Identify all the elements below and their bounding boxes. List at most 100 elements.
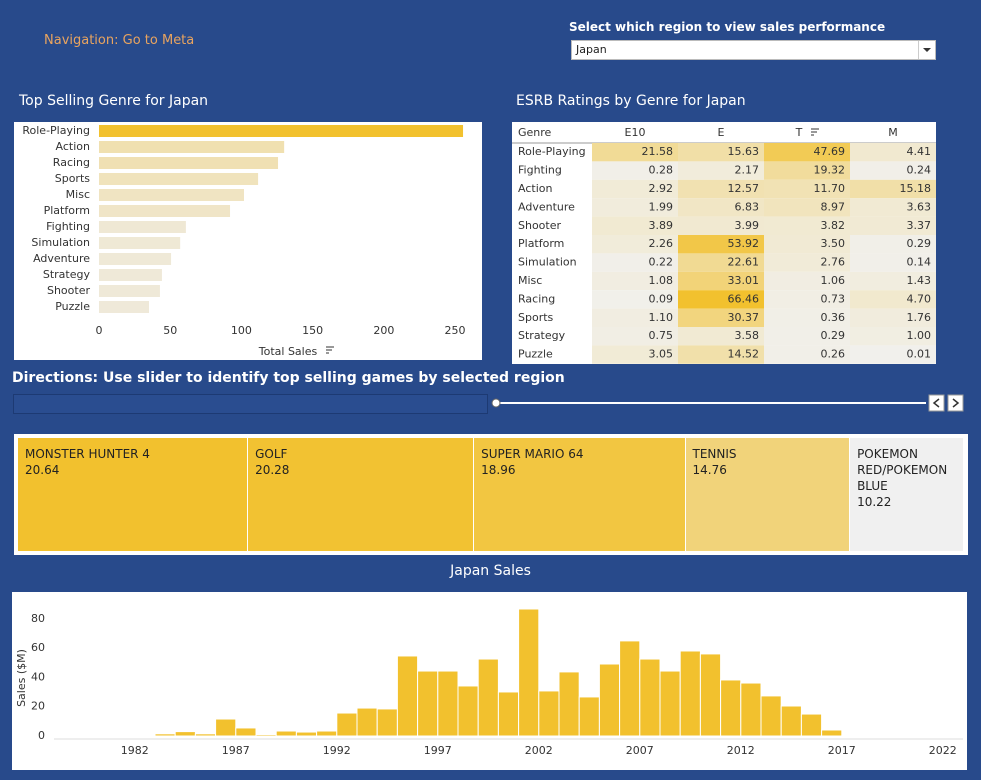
arrow-icon [923,48,931,52]
cell-label: 0.75 [649,329,674,342]
row-label: Racing [518,292,555,305]
heat-cell [850,198,936,217]
cell-label: 1.08 [649,274,674,287]
cell-label: 3.50 [821,237,846,250]
heat-cell [678,253,764,272]
treemap-cell: SUPER MARIO 64 18.96 [474,438,685,551]
treemap-cell: MONSTER HUNTER 4 20.64 [18,438,248,551]
row-label: Adventure [518,200,575,213]
cell-label: 0.24 [907,164,932,177]
y-tick-label: 0 [38,729,45,742]
cell-label: 3.58 [735,329,760,342]
y-tick-label: Sports [55,172,91,185]
cell-label: 0.28 [649,164,674,177]
bar [356,707,378,737]
bar [538,690,560,737]
bar [99,237,181,249]
bar [780,705,802,737]
y-tick-label: Shooter [47,284,90,297]
y-tick-label: Action [56,140,90,153]
bar [99,221,186,233]
prev-button[interactable] [928,394,945,412]
bar [720,679,742,737]
heat-cell [678,345,764,364]
heat-cell [592,198,678,217]
heat-cell [592,290,678,309]
cell-value: 20.28 [255,463,290,477]
cell-label: 3.89 [649,219,674,232]
region-select[interactable]: Japan [571,40,936,60]
heatmap-title: ESRB Ratings by Genre for Japan [516,93,746,109]
heat-cell [764,235,850,254]
x-tick-label: 200 [373,324,394,337]
cell-label: 30.37 [728,311,760,324]
cell-value: 18.96 [481,463,516,477]
cell-label: 1.76 [907,311,932,324]
cell-label: 15.18 [900,182,932,195]
cell-value: 20.64 [25,463,60,477]
bar [497,691,520,737]
bar-chart: Role-Playing Action Racing Sports Misc Platfo… [14,122,482,360]
bar [194,733,217,737]
cell-name: POKEMON RED/POKEMON BLUE [857,447,948,493]
heat-cell [850,143,936,162]
column-header: E10 [625,126,646,139]
histogram-title: Japan Sales [450,563,531,579]
heat-cell [678,327,764,346]
x-tick-label: 250 [445,324,466,337]
bar [396,655,419,737]
bar [215,718,237,737]
x-tick-label: 1992 [323,744,351,757]
cell-label: 14.52 [728,348,760,361]
slider-thumb[interactable] [491,398,501,408]
cell-label: 0.29 [821,329,846,342]
cell-label: 12.57 [728,182,760,195]
heat-cell [850,161,936,180]
column-header: M [888,126,898,139]
x-tick-label: 1987 [222,744,250,757]
y-tick-label: Misc [66,188,90,201]
heat-cell [764,308,850,327]
heat-cell [592,253,678,272]
cell-label: 3.99 [735,219,760,232]
treemap-cell: POKEMON RED/POKEMON BLUE 10.22 [850,438,963,551]
cell-label: 3.82 [821,219,846,232]
cell-label: 3.37 [907,219,932,232]
heat-cell [850,308,936,327]
bar [99,205,231,217]
cell-label: 1.99 [649,200,674,213]
slider[interactable] [490,393,970,415]
search-box[interactable] [13,394,488,414]
cell-label: 6.83 [735,200,760,213]
heat-cell [678,308,764,327]
heat-cell [678,290,764,309]
cell-label: 0.26 [821,348,846,361]
next-button[interactable] [947,394,964,412]
heat-cell [764,327,850,346]
heat-cell [764,216,850,235]
cell-label: 1.06 [821,274,846,287]
bar [336,712,358,737]
y-tick-label: Strategy [43,268,91,281]
cell-label: 4.70 [907,292,932,305]
navigation-link[interactable]: Navigation: Go to Meta [44,33,195,48]
bar [437,670,459,737]
bar [99,125,464,137]
heat-cell [678,271,764,291]
bar [760,695,782,737]
cell-label: 0.22 [649,256,674,269]
cell-label: 2.76 [821,256,846,269]
bar [639,658,661,737]
y-tick-label: Puzzle [55,300,90,313]
x-tick-label: 2012 [727,744,755,757]
bar [821,729,843,737]
cell-label: 15.63 [728,145,760,158]
cell-label: 2.17 [735,164,760,177]
bar [477,658,499,737]
dropdown-arrow [918,41,935,59]
cell-name: MONSTER HUNTER 4 [25,447,150,461]
heat-cell [850,327,936,346]
heat-cell [764,290,850,309]
row-label: Action [518,182,552,195]
y-tick-label: Simulation [31,236,90,249]
